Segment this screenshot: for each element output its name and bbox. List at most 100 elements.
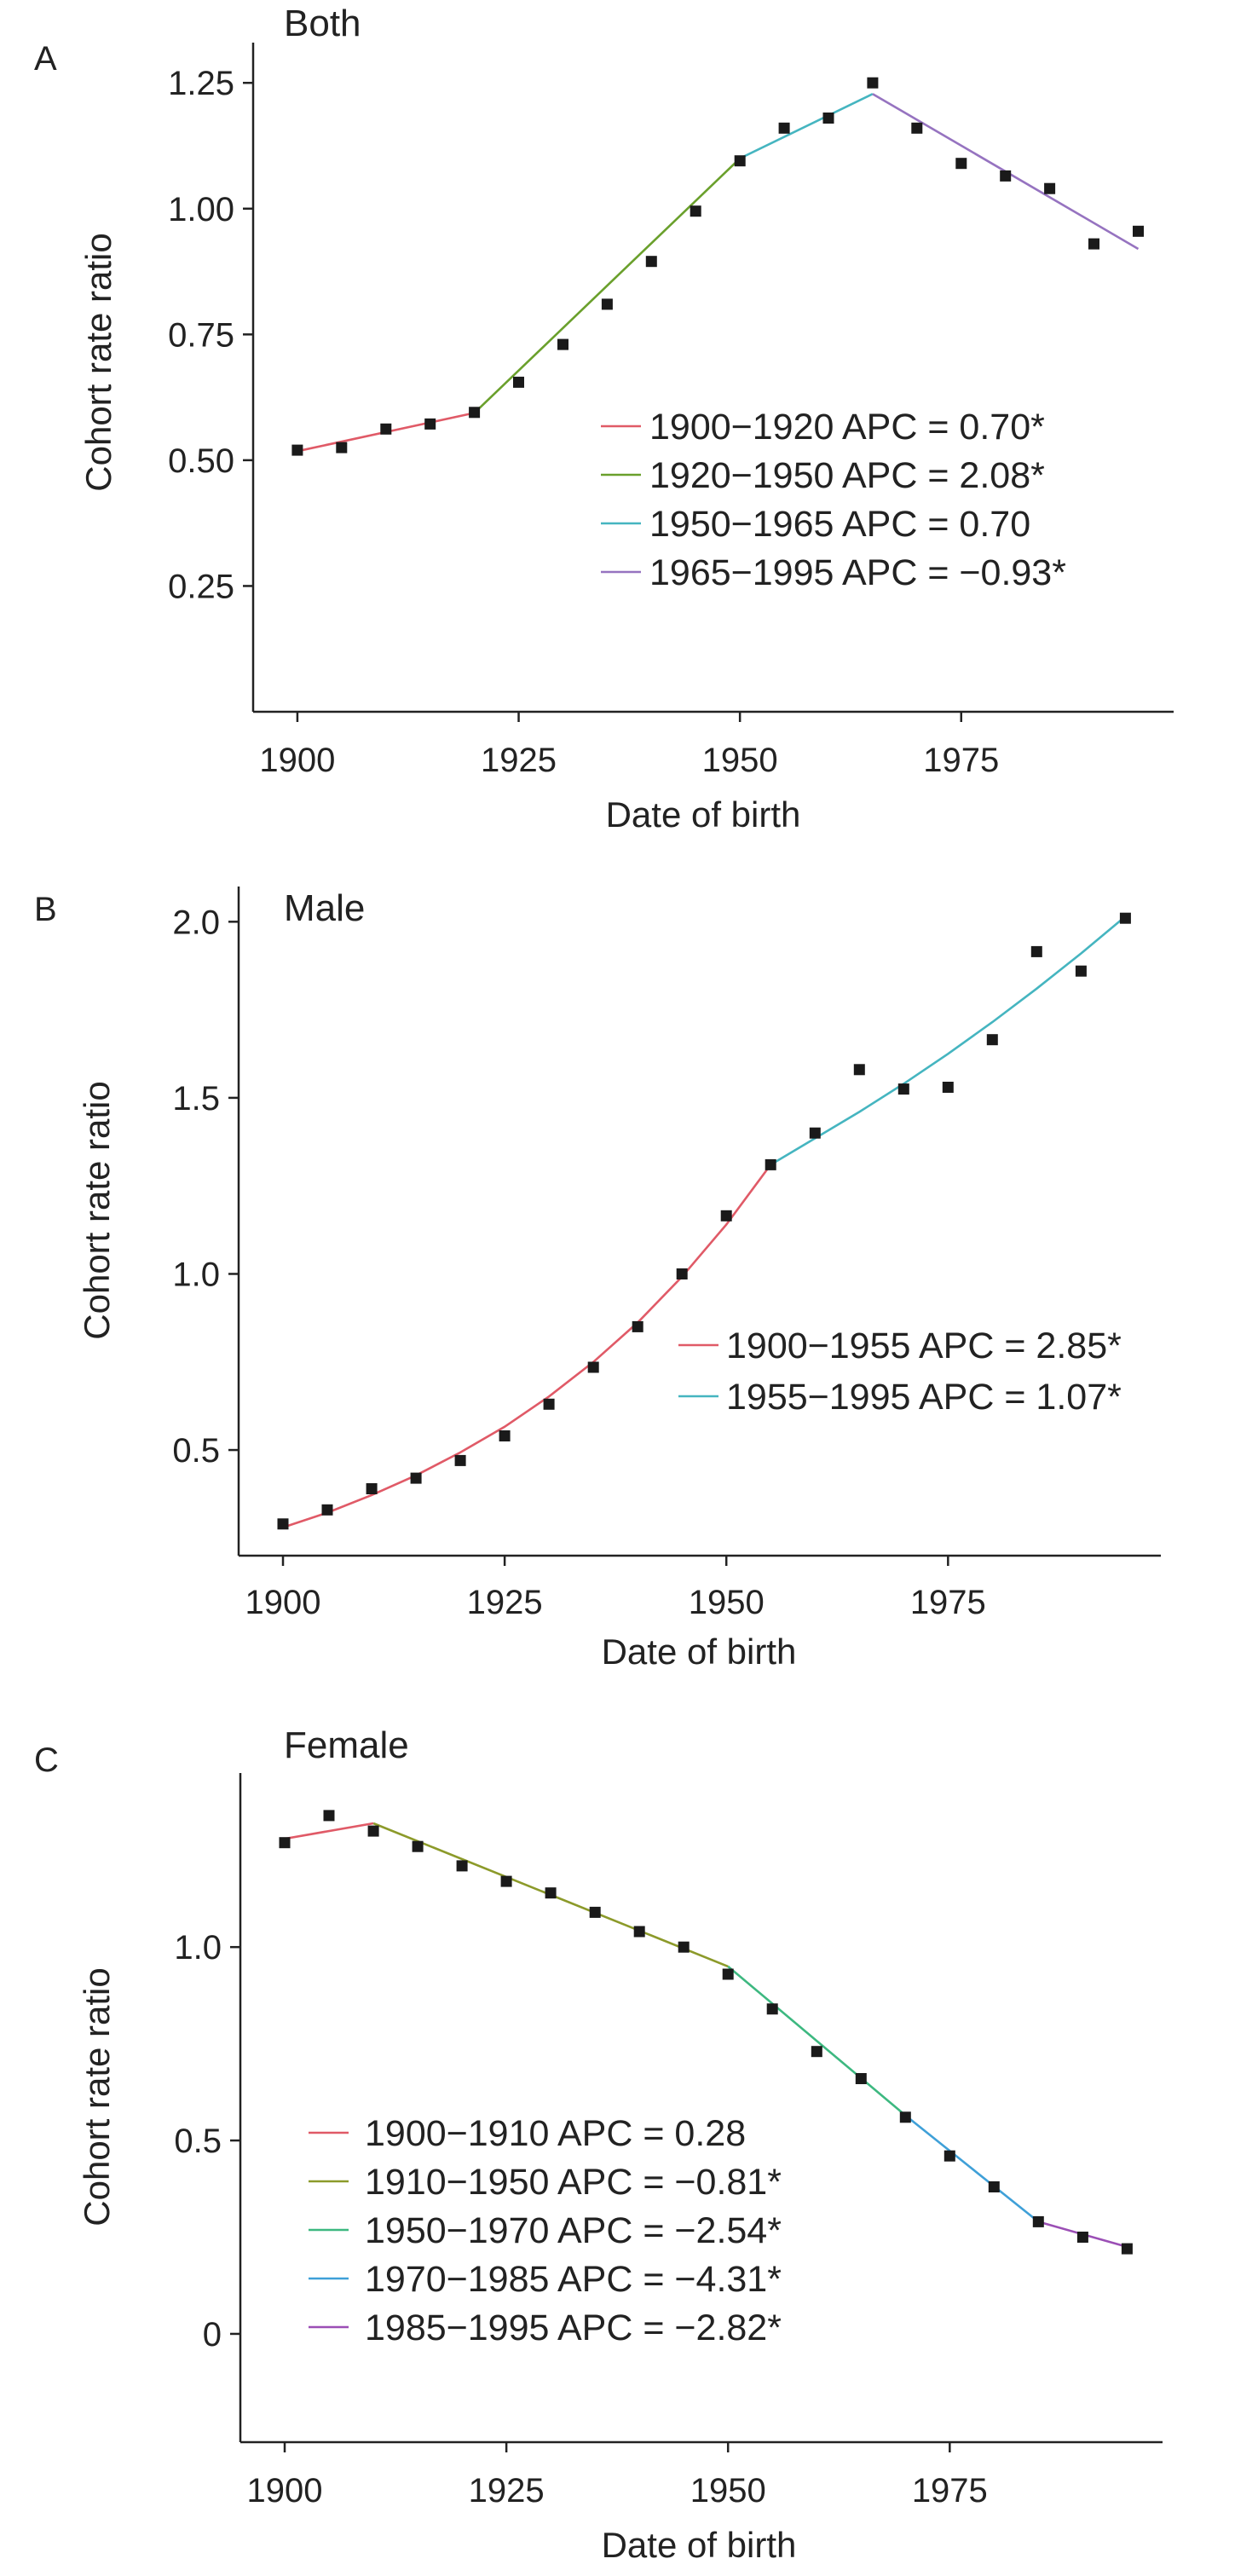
data-point-c-1900 — [279, 1837, 291, 1849]
legend-b: 1900−1955 APC = 2.85* 1955−1995 APC = 1.0… — [678, 1326, 1122, 1418]
data-point-b-1985 — [1030, 945, 1042, 957]
data-points-c — [279, 1810, 1133, 2255]
data-point-c-1935 — [589, 1906, 601, 1918]
legend-label-b-0: 1900−1955 APC = 2.85* — [726, 1326, 1122, 1366]
axes-a: 1900 1925 1950 1975 0.25 0.50 0.75 1.00 1.25 — [168, 43, 1174, 779]
data-point-a-1930 — [557, 338, 568, 350]
y-axis-label-c: Cohort rate ratio — [77, 1967, 117, 2226]
data-point-c-1950 — [722, 1968, 734, 1980]
data-point-c-1905 — [323, 1810, 335, 1822]
fit-segment-c-2 — [727, 1965, 907, 2117]
y-tick-label-a-4: 1.25 — [168, 65, 234, 102]
y-tick-label-a-1: 0.50 — [168, 442, 234, 480]
data-point-a-1980 — [1000, 170, 1012, 182]
fit-segment-a-1 — [473, 157, 742, 414]
data-point-b-1900 — [277, 1518, 289, 1530]
data-point-b-1975 — [942, 1082, 954, 1093]
legend-label-a-2: 1950−1965 APC = 0.70 — [649, 504, 1030, 545]
x-tick-label-b-1950: 1950 — [689, 1584, 765, 1621]
data-point-b-1995 — [1119, 912, 1131, 924]
legend-label-c-1: 1910−1950 APC = −0.81* — [365, 2162, 782, 2203]
x-axis-label-c: Date of birth — [602, 2525, 797, 2565]
data-point-a-1995 — [1133, 225, 1144, 237]
y-tick-label-b-0: 0.5 — [172, 1432, 220, 1470]
y-tick-label-a-0: 0.25 — [168, 568, 234, 605]
data-point-a-1960 — [822, 113, 834, 124]
data-point-a-1970 — [911, 122, 923, 134]
data-point-c-1975 — [944, 2150, 955, 2162]
data-point-a-1905 — [336, 442, 348, 453]
data-point-a-1900 — [291, 444, 303, 456]
x-tick-label-a-1900: 1900 — [259, 742, 335, 779]
panel-title-female: Female — [284, 1724, 409, 1766]
data-point-a-1955 — [778, 122, 790, 134]
y-tick-label-b-2: 1.5 — [172, 1080, 220, 1118]
data-points-a — [291, 77, 1144, 456]
legend-label-a-3: 1965−1995 APC = −0.93* — [649, 552, 1066, 593]
panel-b: B Male Date of birth Cohort rate ratio 1… — [34, 887, 1161, 1672]
data-point-a-1950 — [734, 155, 746, 167]
x-tick-label-b-1925: 1925 — [467, 1584, 543, 1621]
data-point-c-1910 — [367, 1825, 379, 1837]
axes-b: 1900 1925 1950 1975 0.5 1.0 1.5 2.0 — [172, 887, 1161, 1621]
y-tick-label-b-1: 1.0 — [172, 1256, 220, 1293]
fit-segment-b-1 — [770, 915, 1127, 1166]
data-point-c-1920 — [456, 1860, 468, 1872]
data-point-b-1920 — [454, 1454, 466, 1466]
data-point-a-1985 — [1044, 182, 1056, 194]
x-tick-label-b-1900: 1900 — [245, 1584, 321, 1621]
data-point-a-1915 — [424, 418, 436, 430]
data-point-c-1945 — [678, 1941, 690, 1953]
data-point-c-1915 — [412, 1840, 424, 1852]
x-tick-label-c-1900: 1900 — [247, 2472, 323, 2510]
fit-lines-b — [282, 915, 1127, 1529]
data-point-a-1910 — [380, 423, 392, 435]
axes-c: 1900 1925 1950 1975 0 0.5 1.0 — [174, 1773, 1163, 2510]
data-point-a-1925 — [513, 376, 524, 388]
data-point-a-1975 — [955, 158, 967, 170]
data-point-c-1990 — [1076, 2232, 1088, 2243]
data-point-b-1960 — [809, 1127, 821, 1139]
legend-label-a-1: 1920−1950 APC = 2.08* — [649, 455, 1045, 496]
data-point-b-1925 — [499, 1430, 511, 1441]
data-point-c-1925 — [500, 1875, 512, 1887]
data-point-c-1970 — [899, 2111, 911, 2123]
fit-segment-c-3 — [904, 2114, 1040, 2223]
legend-label-c-3: 1970−1985 APC = −4.31* — [365, 2259, 782, 2300]
data-point-a-1990 — [1088, 238, 1099, 250]
x-tick-label-b-1975: 1975 — [910, 1584, 986, 1621]
legend-label-c-0: 1900−1910 APC = 0.28 — [365, 2113, 746, 2154]
x-tick-label-a-1950: 1950 — [702, 742, 778, 779]
data-point-b-1945 — [676, 1268, 688, 1279]
data-point-c-1930 — [545, 1887, 557, 1899]
legend-label-c-2: 1950−1970 APC = −2.54* — [365, 2210, 782, 2251]
data-point-b-1935 — [587, 1361, 599, 1373]
data-point-b-1990 — [1075, 965, 1087, 977]
fit-segment-b-0 — [282, 1164, 772, 1529]
data-point-b-1980 — [986, 1034, 998, 1046]
x-tick-label-a-1925: 1925 — [481, 742, 557, 779]
data-point-c-1965 — [855, 2073, 867, 2084]
data-point-a-1935 — [601, 298, 613, 310]
data-point-a-1940 — [645, 256, 657, 268]
y-axis-label-a: Cohort rate ratio — [78, 233, 118, 491]
y-tick-label-c-1: 0.5 — [174, 2123, 222, 2160]
data-point-b-1910 — [366, 1483, 378, 1494]
panel-title-both: Both — [284, 3, 361, 44]
data-point-c-1985 — [1032, 2215, 1044, 2227]
y-tick-label-a-3: 1.00 — [168, 191, 234, 228]
data-point-a-1920 — [469, 407, 481, 419]
data-point-b-1955 — [765, 1158, 776, 1170]
data-point-c-1955 — [766, 2003, 778, 2015]
panel-title-male: Male — [284, 887, 365, 929]
y-tick-label-c-0: 0 — [203, 2316, 222, 2354]
data-point-b-1905 — [321, 1504, 333, 1516]
legend-a: 1900−1920 APC = 0.70* 1920−1950 APC = 2.0… — [601, 407, 1066, 593]
data-point-c-1995 — [1121, 2243, 1133, 2255]
y-tick-label-c-2: 1.0 — [174, 1929, 222, 1967]
data-point-b-1930 — [543, 1398, 555, 1410]
panel-letter-c: C — [34, 1741, 59, 1779]
legend-label-b-1: 1955−1995 APC = 1.07* — [726, 1377, 1122, 1418]
data-point-c-1960 — [811, 2046, 822, 2058]
